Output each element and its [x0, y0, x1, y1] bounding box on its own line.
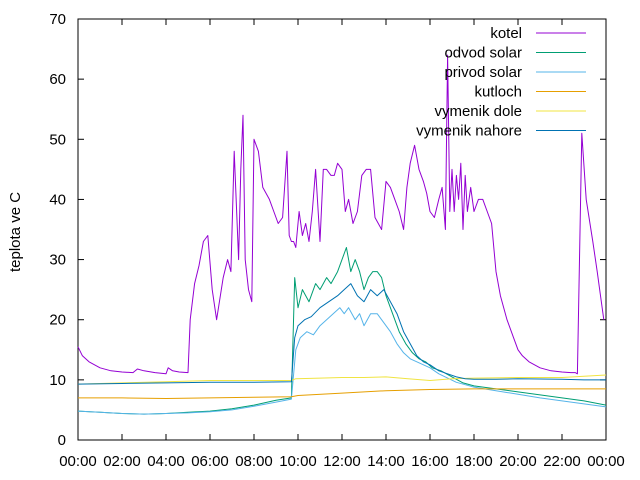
y-tick-label: 20: [49, 312, 66, 329]
plot-frame: [77, 18, 607, 441]
series-line-vymenik-dole: [77, 374, 607, 385]
x-tick-label: 06:00: [191, 453, 229, 470]
y-tick-label: 50: [49, 131, 66, 148]
series-line-privod-solar: [77, 307, 607, 415]
x-tick-label: 14:00: [367, 453, 405, 470]
x-tick-label: 12:00: [323, 453, 361, 470]
series-lines: [77, 54, 607, 415]
legend-label: kutloch: [474, 84, 522, 101]
series-line-kotel: [77, 54, 605, 375]
legend-label: vymenik nahore: [416, 123, 522, 140]
y-tick-label: 70: [49, 11, 66, 28]
legend: kotel odvod solar privod solar kutloch vymen…: [416, 25, 586, 140]
series-line-kutloch: [78, 388, 606, 399]
x-tick-label: 22:00: [543, 453, 581, 470]
series-line-odvod-solar: [77, 247, 607, 415]
x-tick-label: 10:00: [279, 453, 317, 470]
axes: 0 10 20 30 40 50 60 70 00:00 02:00 04:00 06:00 08:00…: [49, 11, 624, 470]
legend-label: kotel: [490, 25, 522, 42]
x-tick-label: 20:00: [499, 453, 537, 470]
y-tick-label: 40: [49, 191, 66, 208]
x-tick-label: 02:00: [103, 453, 141, 470]
y-tick-label: 10: [49, 372, 66, 389]
x-tick-label: 00:00: [59, 453, 97, 470]
x-tick-label: 16:00: [411, 453, 449, 470]
legend-label: odvod solar: [444, 45, 522, 62]
y-tick-label: 60: [49, 71, 66, 88]
legend-label: vymenik dole: [434, 103, 522, 120]
x-tick-label: 08:00: [235, 453, 273, 470]
x-tick-label: 18:00: [455, 453, 493, 470]
y-tick-label: 30: [49, 252, 66, 269]
y-tick-label: 0: [58, 432, 66, 449]
legend-label: privod solar: [444, 64, 522, 81]
x-tick-label: 04:00: [147, 453, 185, 470]
series-line-vymenik-nahore: [77, 283, 606, 385]
x-tick-label: 00:00: [587, 453, 625, 470]
y-axis-label: teplota ve C: [7, 192, 24, 272]
